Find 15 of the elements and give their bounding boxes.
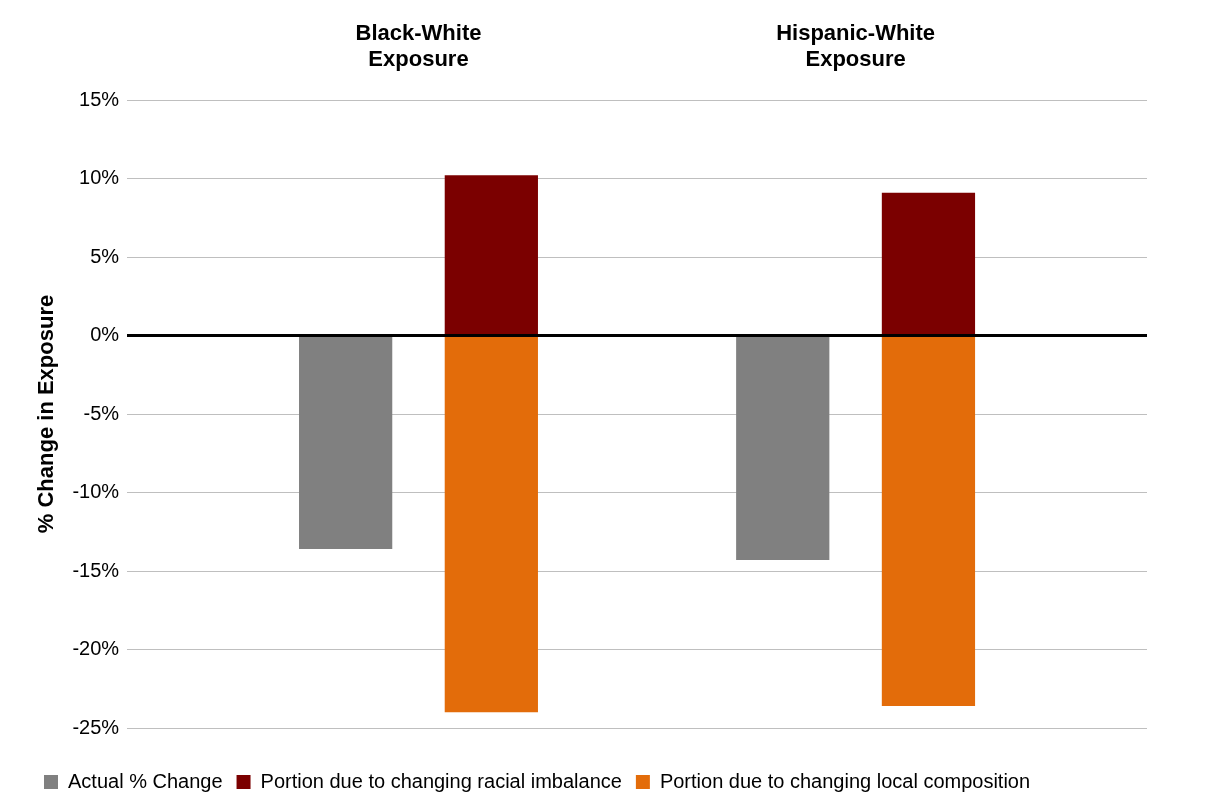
legend-label: Portion due to changing local composition bbox=[659, 769, 1031, 792]
y-tick-label: 0% bbox=[90, 323, 120, 346]
text: Black-White Exposure bbox=[355, 20, 482, 71]
y-tick-label: -20% bbox=[72, 637, 120, 660]
y-axis-title: % Change in Exposure bbox=[33, 294, 59, 534]
text: Hispanic-White Exposure bbox=[776, 20, 936, 71]
y-tick-label: -25% bbox=[72, 715, 120, 738]
legend-label: Portion due to changing racial imbalance bbox=[260, 769, 622, 792]
y-tick-label: -5% bbox=[83, 401, 120, 424]
y-tick-label: 5% bbox=[90, 244, 120, 267]
y-tick-label: -15% bbox=[72, 558, 120, 581]
y-tick-label: -10% bbox=[72, 480, 120, 503]
y-tick-label: 15% bbox=[79, 87, 120, 110]
legend-label: Actual % Change bbox=[68, 769, 223, 792]
y-tick-label: 10% bbox=[79, 166, 120, 189]
